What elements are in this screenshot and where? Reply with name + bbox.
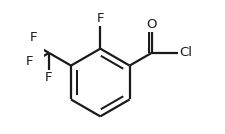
Text: F: F [26,55,33,68]
Text: Cl: Cl [178,46,191,59]
Text: F: F [45,71,52,84]
Text: O: O [146,18,156,31]
Text: F: F [96,12,104,25]
Text: F: F [30,31,37,44]
